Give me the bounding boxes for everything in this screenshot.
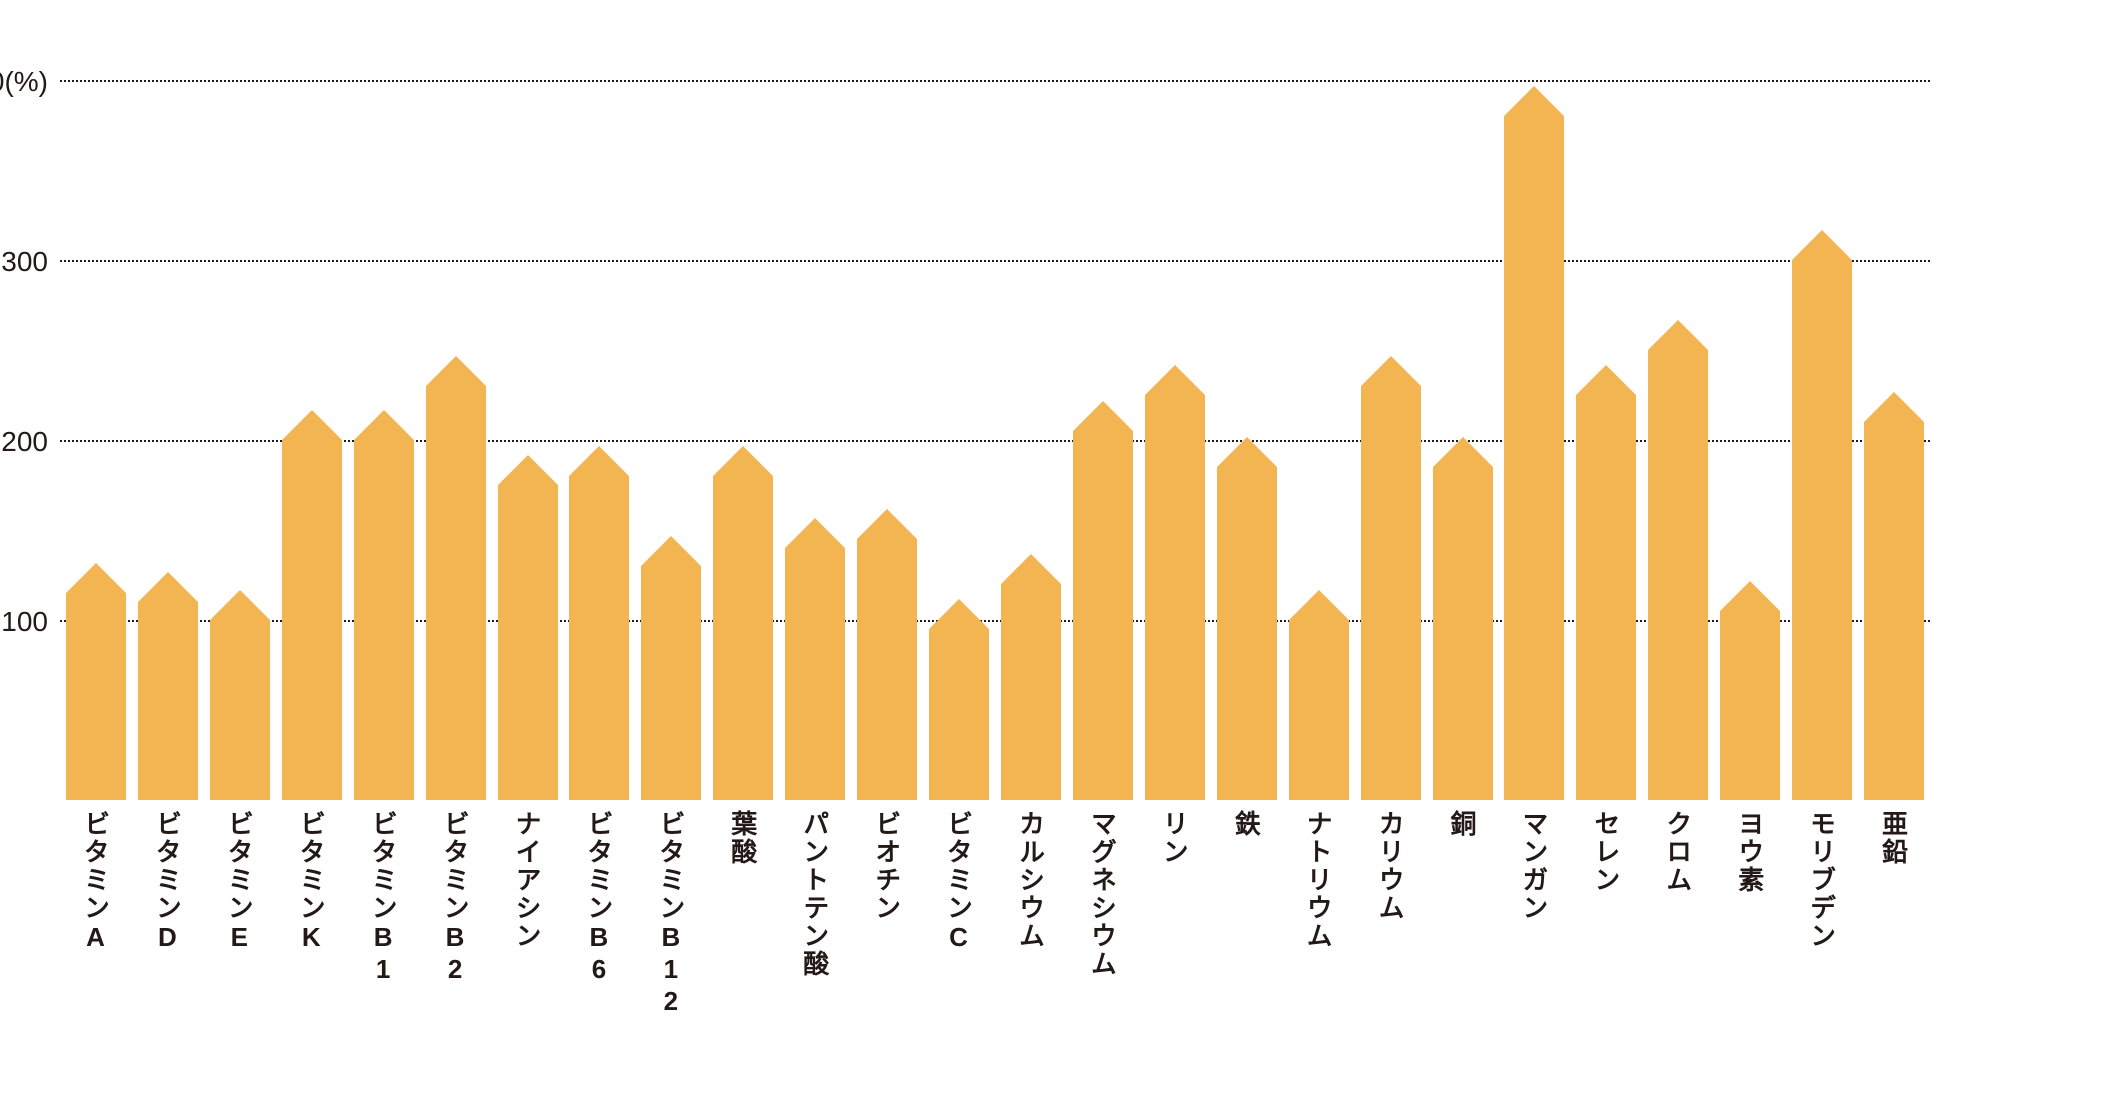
bar-cap-diamond — [1073, 401, 1133, 461]
bar-body — [641, 566, 701, 800]
nutrient-bar-chart: 100 200 300 400(%) ビタミンA ビタミンD ビタミンE ビタミンK ビタミン… — [0, 0, 2116, 1109]
category-label: クロム — [1660, 810, 1697, 894]
category-label: セレン — [1588, 810, 1625, 894]
bar-cap-diamond — [569, 446, 629, 506]
bar-cap-diamond — [1720, 581, 1780, 641]
category-label: 銅 — [1444, 810, 1481, 838]
bar-body — [1361, 386, 1421, 800]
bar-body — [1648, 350, 1708, 800]
bar-cap-diamond — [1864, 392, 1924, 452]
category-label: パントテン酸 — [797, 810, 834, 978]
category-label: マンガン — [1516, 810, 1553, 922]
bar-body — [282, 440, 342, 800]
bar-body — [1073, 431, 1133, 800]
bar-cap-diamond — [1433, 437, 1493, 497]
ytick-label: 200 — [1, 426, 48, 458]
category-label: ビオチン — [869, 810, 906, 922]
bar-cap-diamond — [1001, 554, 1061, 614]
bar-body — [66, 593, 126, 800]
bar-cap-diamond — [1504, 86, 1564, 146]
category-label: ビタミンB6 — [581, 810, 618, 986]
ytick-label: 400(%) — [0, 66, 48, 98]
bar-body — [1576, 395, 1636, 800]
bar-cap-diamond — [498, 455, 558, 515]
bar-body — [1289, 620, 1349, 800]
category-label: ビタミンB2 — [437, 810, 474, 986]
bar-cap-diamond — [785, 518, 845, 578]
bar-cap-diamond — [210, 590, 270, 650]
bar-cap-diamond — [857, 509, 917, 569]
bar-body — [713, 476, 773, 800]
bar-cap-diamond — [1792, 230, 1852, 290]
category-label: ビタミンE — [221, 810, 258, 954]
bar-cap-diamond — [929, 599, 989, 659]
category-label: ビタミンC — [941, 810, 978, 954]
bar-body — [426, 386, 486, 800]
bar-cap-diamond — [354, 410, 414, 470]
bar-body — [498, 485, 558, 800]
category-label: 葉酸 — [725, 810, 762, 866]
xlabels-area: ビタミンAビタミンDビタミンEビタミンKビタミンB1ビタミンB2ナイアシンビタミ… — [60, 810, 1930, 1070]
bar-body — [138, 602, 198, 800]
bar-body — [1145, 395, 1205, 800]
bar-cap-diamond — [1361, 356, 1421, 416]
bar-body — [1504, 116, 1564, 800]
bar-cap-diamond — [138, 572, 198, 632]
bar-body — [857, 539, 917, 800]
bar-cap-diamond — [1648, 320, 1708, 380]
bar-body — [785, 548, 845, 800]
category-label: ビタミンA — [77, 810, 114, 954]
bar-cap-diamond — [713, 446, 773, 506]
ytick-label: 300 — [1, 246, 48, 278]
bar-body — [354, 440, 414, 800]
bar-cap-diamond — [66, 563, 126, 623]
category-label: ビタミンB12 — [653, 810, 690, 1018]
bar-body — [1217, 467, 1277, 800]
category-label: ビタミンK — [293, 810, 330, 954]
category-label: マグネシウム — [1084, 810, 1121, 978]
category-label: ナイアシン — [509, 810, 546, 950]
bar-body — [1720, 611, 1780, 800]
ytick-label: 100 — [1, 606, 48, 638]
category-label: 鉄 — [1228, 810, 1265, 838]
bar-cap-diamond — [641, 536, 701, 596]
category-label: ヨウ素 — [1732, 810, 1769, 894]
category-label: 亜鉛 — [1876, 810, 1913, 866]
bar-body — [569, 476, 629, 800]
bar-cap-diamond — [1217, 437, 1277, 497]
bar-body — [1001, 584, 1061, 800]
bar-body — [929, 629, 989, 800]
category-label: ビタミンB1 — [365, 810, 402, 986]
bar-cap-diamond — [282, 410, 342, 470]
bar-body — [1433, 467, 1493, 800]
category-label: ナトリウム — [1300, 810, 1337, 950]
bar-body — [210, 620, 270, 800]
bars-area — [60, 80, 1930, 800]
bar-body — [1792, 260, 1852, 800]
category-label: リン — [1156, 810, 1193, 866]
bar-body — [1864, 422, 1924, 800]
bar-cap-diamond — [426, 356, 486, 416]
bar-cap-diamond — [1576, 365, 1636, 425]
category-label: ビタミンD — [149, 810, 186, 954]
bar-cap-diamond — [1145, 365, 1205, 425]
category-label: カリウム — [1372, 810, 1409, 922]
category-label: モリブデン — [1804, 810, 1841, 950]
category-label: カルシウム — [1012, 810, 1049, 950]
bar-cap-diamond — [1289, 590, 1349, 650]
